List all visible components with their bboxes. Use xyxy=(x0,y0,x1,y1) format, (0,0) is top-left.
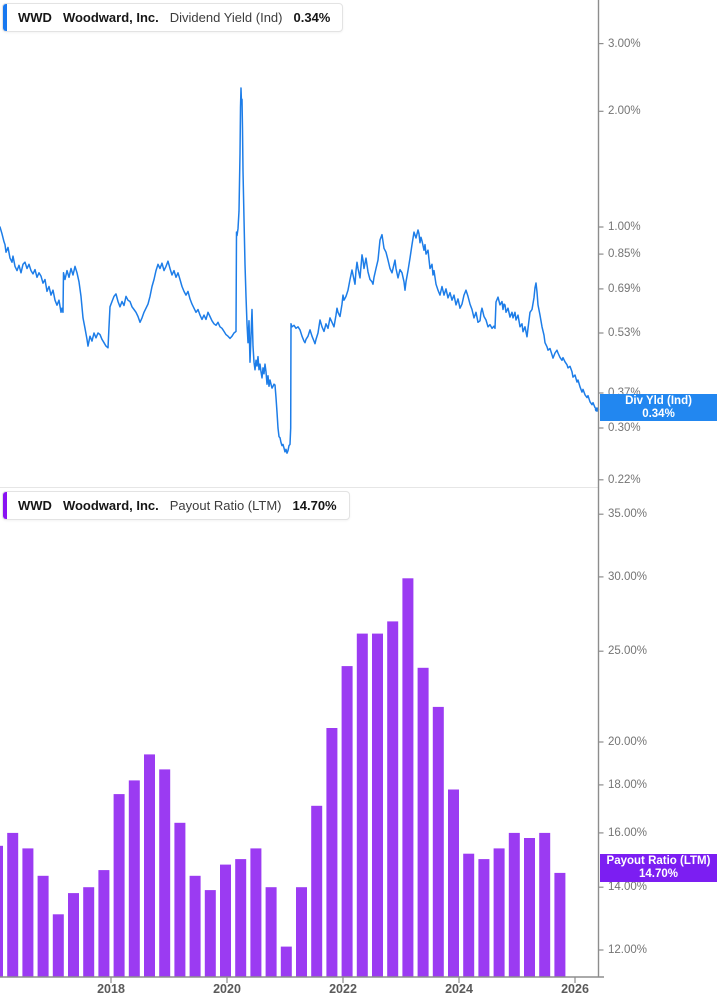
x-axis-year-label: 2026 xyxy=(561,982,589,996)
payout-ratio-bar xyxy=(144,754,155,977)
x-axis-year-label: 2022 xyxy=(329,982,357,996)
y-axis-label: 35.00% xyxy=(608,508,648,520)
ticker-symbol: WWD xyxy=(18,10,52,25)
payout-ratio-bar xyxy=(432,706,444,977)
payout-ratio-bar xyxy=(554,872,566,977)
metric-value: 14.70% xyxy=(292,498,337,513)
payout-ratio-bar xyxy=(326,728,338,977)
metric-value: 0.34% xyxy=(293,10,331,25)
y-axis-label: 0.69% xyxy=(608,283,641,295)
y-axis-label: 25.00% xyxy=(608,645,648,657)
payout-ratio-bar xyxy=(37,875,49,977)
y-axis-label: 0.85% xyxy=(608,248,641,260)
payout-ratio-bar xyxy=(417,667,429,977)
y-axis-label: 0.30% xyxy=(608,422,641,434)
ticker-symbol: WWD xyxy=(18,498,52,513)
payout-ratio-bar xyxy=(463,853,475,977)
payout-ratio-bar xyxy=(83,887,95,977)
payout-ratio-bar xyxy=(98,870,110,977)
payout-ratio-bar xyxy=(174,822,186,977)
badge-label: Payout Ratio (LTM) xyxy=(606,855,711,867)
y-axis-label: 3.00% xyxy=(608,38,641,50)
payout-ratio-bar xyxy=(68,893,79,977)
payout-ratio-bar xyxy=(493,848,505,977)
payout-ratio-bar xyxy=(7,832,19,977)
payout-ratio-bar xyxy=(387,621,399,977)
payout-ratio-bar xyxy=(0,845,3,977)
payout-ratio-bar xyxy=(204,890,216,977)
y-axis-label: 12.00% xyxy=(608,944,648,956)
blue-accent-bar xyxy=(3,4,7,31)
payout-ratio-bar xyxy=(478,859,490,977)
payout-ratio-bar xyxy=(341,666,353,977)
dividend-yield-line xyxy=(0,87,598,454)
metric-name: Dividend Yield (Ind) xyxy=(169,10,283,25)
badge-value: 0.34% xyxy=(642,408,675,420)
payout-ratio-bar xyxy=(356,633,368,977)
payout-ratio-bar xyxy=(448,789,459,977)
payout-ratio-bar xyxy=(113,794,125,977)
payout-ratio-bar xyxy=(235,859,247,977)
dividend-yield-value-badge: Div Yld (Ind) 0.34% xyxy=(600,394,717,421)
badge-label: Div Yld (Ind) xyxy=(625,395,692,407)
payout-ratio-bar xyxy=(524,838,535,977)
payout-ratio-bar xyxy=(128,780,140,977)
payout-ratio-value-badge: Payout Ratio (LTM) 14.70% xyxy=(600,854,717,882)
payout-ratio-bar xyxy=(296,887,307,977)
y-axis-label: 2.00% xyxy=(608,105,641,117)
y-axis-label: 30.00% xyxy=(608,571,648,583)
dividend-yield-header-chip[interactable]: WWD Woodward, Inc. Dividend Yield (Ind) … xyxy=(2,3,344,32)
y-axis-label: 16.00% xyxy=(608,827,648,839)
payout-ratio-header-chip[interactable]: WWD Woodward, Inc. Payout Ratio (LTM) 14… xyxy=(2,491,350,520)
x-axis-year-label: 2024 xyxy=(445,982,473,996)
payout-ratio-bar xyxy=(265,887,277,977)
y-axis-label: 14.00% xyxy=(608,881,648,893)
badge-value: 14.70% xyxy=(638,868,678,880)
payout-ratio-bar xyxy=(402,578,414,977)
payout-ratio-bar xyxy=(280,946,292,977)
payout-ratio-bar xyxy=(159,769,171,977)
x-axis-year-label: 2018 xyxy=(97,982,125,996)
y-axis-label: 0.22% xyxy=(608,474,641,486)
y-axis-label: 0.53% xyxy=(608,327,641,339)
payout-ratio-bar xyxy=(22,848,34,977)
payout-ratio-bar xyxy=(220,864,231,977)
payout-ratio-bar xyxy=(539,832,551,977)
y-axis-label: 18.00% xyxy=(608,779,648,791)
payout-ratio-bar xyxy=(311,805,323,977)
metric-name: Payout Ratio (LTM) xyxy=(169,498,282,513)
company-name: Woodward, Inc. xyxy=(62,498,159,513)
payout-ratio-bar xyxy=(508,832,520,977)
purple-accent-bar xyxy=(3,492,7,519)
payout-ratio-bar xyxy=(189,875,201,977)
y-axis-label: 1.00% xyxy=(608,221,641,233)
payout-ratio-bar xyxy=(52,914,64,977)
payout-ratio-bar xyxy=(250,848,262,977)
y-axis-label: 20.00% xyxy=(608,736,648,748)
company-name: Woodward, Inc. xyxy=(62,10,159,25)
payout-ratio-bar xyxy=(372,633,383,977)
x-axis-year-label: 2020 xyxy=(213,982,241,996)
